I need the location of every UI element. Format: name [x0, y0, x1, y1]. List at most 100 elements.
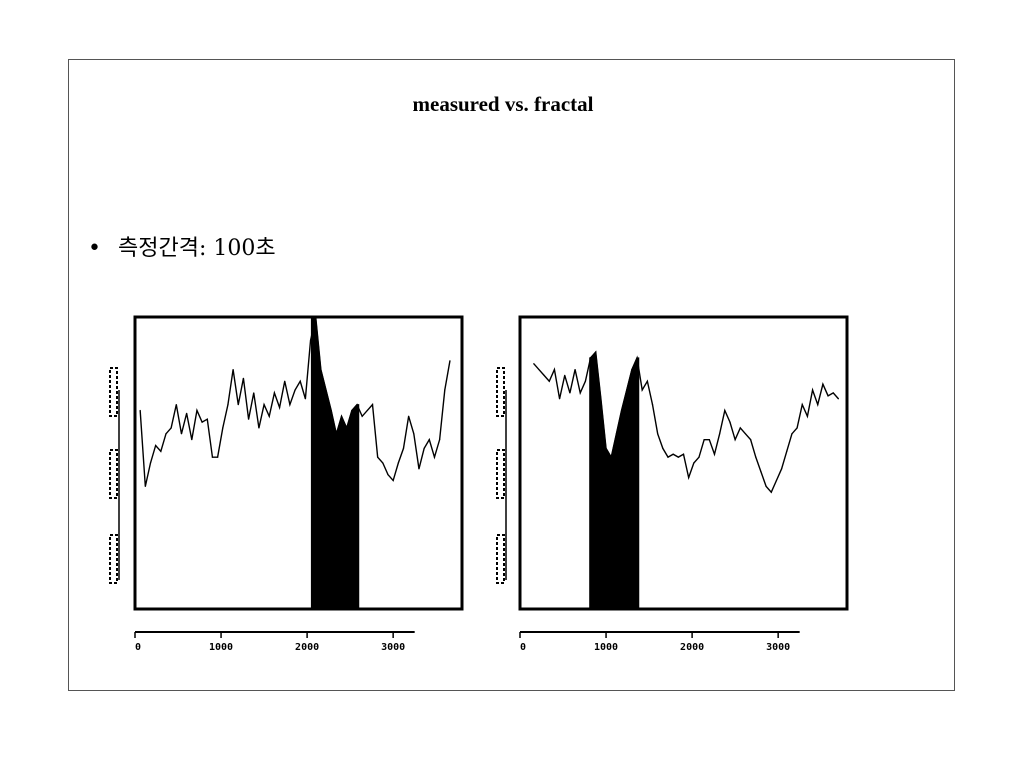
- data-point-left: [217, 456, 219, 458]
- data-point-right: [579, 392, 581, 394]
- data-point-left: [186, 412, 188, 414]
- data-point-right: [703, 439, 705, 441]
- data-point-right: [538, 368, 540, 371]
- data-point-right: [750, 439, 752, 441]
- y-tick-mark-right: [496, 534, 505, 584]
- data-point-left: [351, 409, 353, 412]
- data-point-left: [263, 404, 265, 406]
- data-point-right: [781, 468, 783, 470]
- data-point-right: [558, 398, 561, 400]
- data-point-left: [325, 389, 327, 391]
- data-point-left: [402, 447, 405, 449]
- data-point-left: [397, 462, 399, 464]
- data-point-right: [708, 439, 710, 441]
- data-point-left: [149, 462, 152, 464]
- y-tick-mark-right: [496, 367, 505, 417]
- x-tick-label-right: 0: [520, 642, 526, 653]
- data-point-left: [366, 409, 368, 412]
- plot-frame-left: [133, 315, 464, 611]
- data-point-right: [698, 456, 700, 458]
- data-point-left: [273, 392, 276, 394]
- y-tick-mark-left: [109, 367, 118, 417]
- data-point-left: [346, 427, 348, 429]
- data-point-right: [693, 462, 695, 464]
- data-point-left: [361, 415, 363, 417]
- bullet-dot: •: [88, 236, 101, 261]
- data-point-left: [139, 409, 141, 412]
- data-point-right: [589, 357, 592, 359]
- series-line-left: [139, 316, 451, 487]
- data-point-right: [837, 398, 839, 400]
- data-point-right: [817, 404, 819, 406]
- data-point-left: [170, 427, 172, 429]
- data-point-right: [801, 404, 803, 406]
- data-point-right: [600, 398, 602, 400]
- data-point-right: [791, 433, 793, 435]
- data-point-right: [677, 456, 679, 458]
- data-point-right: [641, 389, 643, 391]
- data-point-right: [595, 351, 597, 353]
- data-point-right: [682, 453, 685, 455]
- x-tick-label-left: 2000: [295, 642, 319, 653]
- data-point-left: [418, 468, 420, 470]
- data-point-left: [155, 444, 157, 447]
- data-point-left: [196, 409, 198, 412]
- data-point-left: [449, 360, 451, 362]
- data-point-left: [284, 380, 286, 382]
- data-point-right: [569, 392, 571, 394]
- bullet-item: • 측정간격: 100초: [88, 230, 276, 262]
- bullet-text: 측정간격: 100초: [118, 236, 276, 261]
- data-point-left: [258, 427, 260, 429]
- data-point-right: [713, 453, 716, 455]
- data-point-right: [811, 389, 814, 391]
- data-point-right: [651, 404, 654, 406]
- data-point-right: [719, 433, 721, 435]
- data-point-right: [626, 389, 628, 391]
- data-point-left: [268, 415, 270, 417]
- data-point-left: [247, 418, 250, 420]
- data-point-right: [796, 427, 798, 429]
- data-point-left: [387, 474, 389, 476]
- data-point-right: [775, 479, 778, 482]
- x-tick-label-right: 1000: [594, 642, 618, 653]
- y-tick-mark-left: [109, 449, 118, 499]
- data-point-left: [444, 389, 446, 391]
- data-point-right: [806, 415, 809, 417]
- data-point-left: [242, 377, 245, 379]
- data-point-right: [646, 380, 648, 382]
- x-tick-label-right: 2000: [680, 642, 704, 653]
- data-point-right: [755, 456, 757, 458]
- data-point-right: [636, 357, 638, 359]
- data-point-right: [765, 485, 767, 487]
- data-point-left: [175, 404, 177, 406]
- data-point-left: [237, 404, 239, 406]
- data-point-left: [227, 404, 229, 406]
- data-point-left: [439, 439, 441, 441]
- data-point-left: [299, 380, 301, 382]
- data-point-left: [160, 450, 162, 452]
- data-point-left: [289, 404, 291, 406]
- data-point-right: [584, 380, 587, 382]
- data-point-right: [734, 439, 736, 441]
- data-point-left: [423, 447, 425, 449]
- y-tick-mark-left: [109, 534, 118, 584]
- series-line-right: [533, 350, 839, 494]
- data-point-left: [309, 339, 312, 341]
- data-point-left: [382, 462, 384, 464]
- slide-title: measured vs. fractal: [412, 92, 594, 116]
- data-point-right: [827, 395, 829, 397]
- data-point-right: [533, 363, 535, 365]
- data-point-left: [408, 415, 410, 417]
- data-point-right: [729, 421, 731, 423]
- data-point-left: [232, 368, 234, 371]
- data-point-left: [304, 398, 306, 400]
- data-point-right: [548, 380, 550, 382]
- data-point-left: [180, 433, 183, 435]
- data-point-right: [564, 374, 566, 376]
- data-point-right: [744, 433, 747, 435]
- data-point-right: [631, 368, 633, 371]
- data-point-left: [144, 485, 146, 487]
- data-point-left: [211, 456, 214, 458]
- data-point-right: [574, 368, 576, 371]
- data-point-left: [191, 439, 193, 441]
